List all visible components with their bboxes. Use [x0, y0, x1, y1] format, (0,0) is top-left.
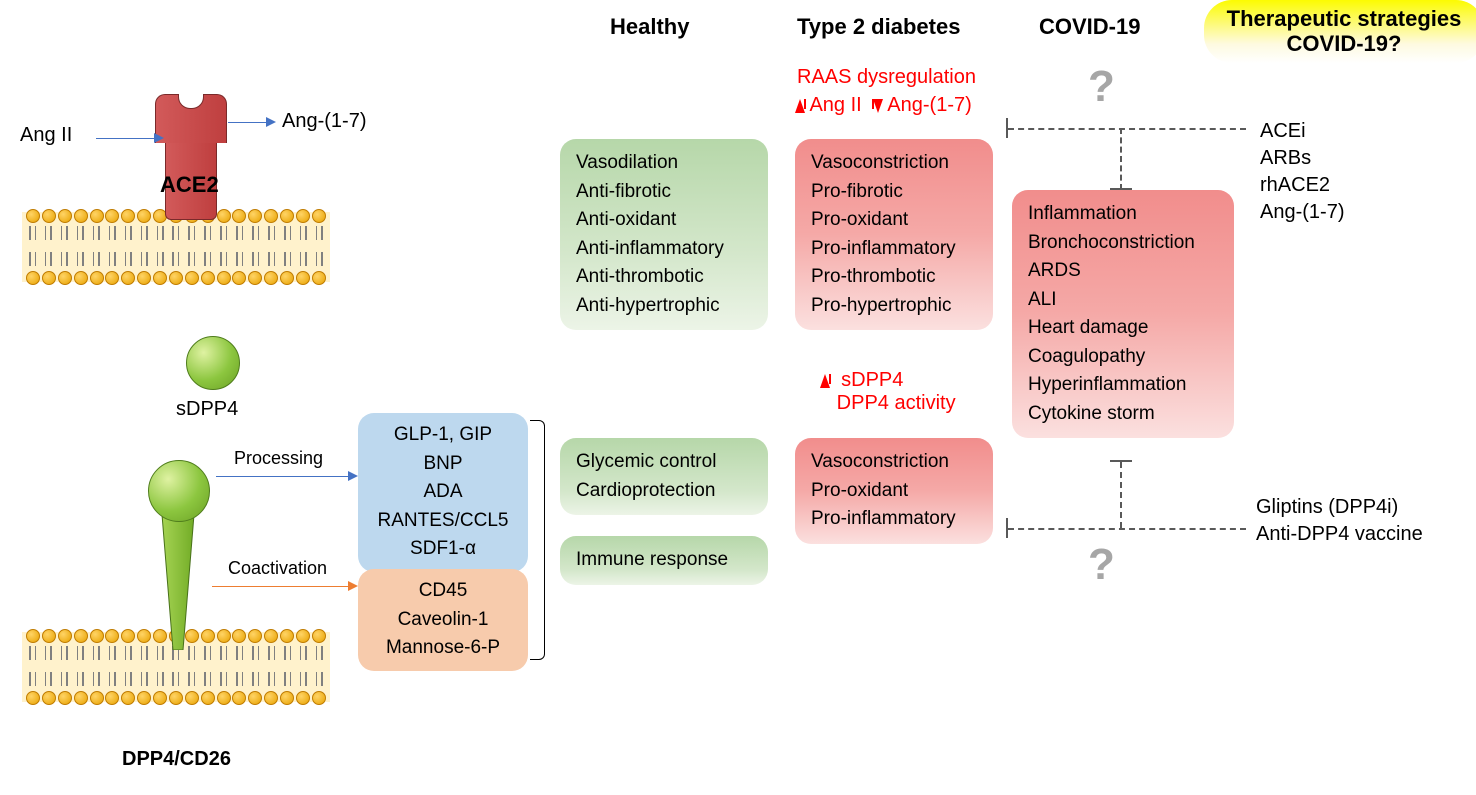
- item: Anti-fibrotic: [576, 178, 752, 207]
- item: GLP-1, GIP: [368, 421, 518, 450]
- drug: rhACE2: [1260, 172, 1344, 199]
- arrow-coactivation-head: [348, 581, 358, 591]
- arrow-ace2-out: [228, 122, 266, 123]
- bracket-icon: [530, 420, 545, 660]
- ace2-out-label: Ang-(1-7): [282, 110, 366, 133]
- raas-up-label: Ang II: [809, 94, 861, 116]
- drug: Anti-DPP4 vaccine: [1256, 521, 1423, 548]
- item: Vasoconstriction: [811, 448, 977, 477]
- heading-therapy: Therapeutic strategies COVID-19?: [1204, 0, 1476, 63]
- coactivation-label: Coactivation: [228, 558, 327, 579]
- inhib-top-h: [1008, 128, 1246, 130]
- item: Bronchoconstriction: [1028, 229, 1218, 258]
- ace2-top-icon: [155, 94, 227, 143]
- lipid-tails-bot2: [22, 672, 330, 686]
- question-mark-top-icon: ?: [1088, 62, 1115, 112]
- lipid-heads-bot: [22, 271, 330, 285]
- arrow-ace2-in: [96, 138, 154, 139]
- item: SDF1-α: [368, 535, 518, 564]
- item: Anti-inflammatory: [576, 235, 752, 264]
- ace2-label: ACE2: [160, 172, 219, 198]
- inhib-bot-lcap: [1006, 518, 1008, 538]
- inhib-bot-v: [1120, 462, 1122, 528]
- inhib-top-v: [1120, 128, 1122, 190]
- dpp4-sphere-icon: [148, 460, 210, 522]
- ace2-notch-icon: [178, 94, 204, 109]
- inhib-top-bcap: [1110, 188, 1132, 190]
- item: Hyperinflammation: [1028, 371, 1218, 400]
- raas-line1: RAAS dysregulation: [797, 66, 976, 89]
- item: Pro-oxidant: [811, 477, 977, 506]
- heading-healthy: Healthy: [610, 14, 689, 40]
- item: Mannose-6-P: [368, 634, 518, 663]
- item: RANTES/CCL5: [368, 507, 518, 536]
- sdpp4-label: sDPP4: [176, 398, 238, 421]
- item: Heart damage: [1028, 314, 1218, 343]
- drug-list-top: ACEi ARBs rhACE2 Ang-(1-7): [1260, 118, 1344, 226]
- lipid-tails-top: [22, 226, 330, 240]
- raas-line2: Ang II Ang-(1-7): [795, 94, 972, 117]
- inhib-bot-h: [1008, 528, 1246, 530]
- question-mark-bottom-icon: ?: [1088, 540, 1115, 590]
- arrow-processing: [216, 476, 348, 477]
- arrow-coactivation: [212, 586, 348, 587]
- lipid-heads-bot2: [22, 691, 330, 705]
- box-immune: Immune response: [560, 536, 768, 585]
- item: Immune response: [576, 546, 752, 575]
- item: Cardioprotection: [576, 477, 752, 506]
- ace2-in-label: Ang II: [20, 124, 72, 147]
- box-glycemic: Glycemic control Cardioprotection: [560, 438, 768, 515]
- heading-t2d: Type 2 diabetes: [797, 14, 960, 40]
- item: Vasoconstriction: [811, 149, 977, 178]
- box-covid-center: Inflammation Bronchoconstriction ARDS AL…: [1012, 190, 1234, 438]
- item: Anti-oxidant: [576, 206, 752, 235]
- item: ALI: [1028, 286, 1218, 315]
- item: Pro-thrombotic: [811, 263, 977, 292]
- item: Inflammation: [1028, 200, 1218, 229]
- item: Pro-fibrotic: [811, 178, 977, 207]
- item: Caveolin-1: [368, 606, 518, 635]
- drug: ACEi: [1260, 118, 1344, 145]
- arrow-ace2-out-head: [266, 117, 276, 127]
- item: Pro-inflammatory: [811, 235, 977, 264]
- drug: Ang-(1-7): [1260, 199, 1344, 226]
- box-processing: GLP-1, GIP BNP ADA RANTES/CCL5 SDF1-α: [358, 413, 528, 572]
- item: Anti-hypertrophic: [576, 292, 752, 321]
- lipid-tails-bot: [22, 252, 330, 266]
- box-t2d-dpp4: Vasoconstriction Pro-oxidant Pro-inflamm…: [795, 438, 993, 544]
- box-coactivation: CD45 Caveolin-1 Mannose-6-P: [358, 569, 528, 671]
- drug: Gliptins (DPP4i): [1256, 494, 1423, 521]
- inhib-bot-tcap: [1110, 460, 1132, 462]
- item: Cytokine storm: [1028, 400, 1218, 429]
- item: Glycemic control: [576, 448, 752, 477]
- sdpp4-l2: DPP4 activity: [837, 392, 956, 414]
- membrane-ace2: [22, 212, 330, 282]
- item: Pro-oxidant: [811, 206, 977, 235]
- item: BNP: [368, 450, 518, 479]
- item: ARDS: [1028, 257, 1218, 286]
- arrow-processing-head: [348, 471, 358, 481]
- processing-label: Processing: [234, 448, 323, 469]
- box-t2d-ace2: Vasoconstriction Pro-fibrotic Pro-oxidan…: [795, 139, 993, 330]
- item: ADA: [368, 478, 518, 507]
- sdpp4-sphere-icon: [186, 336, 240, 390]
- item: CD45: [368, 577, 518, 606]
- down-arrow-icon: [873, 99, 883, 113]
- item: Pro-hypertrophic: [811, 292, 977, 321]
- item: Anti-thrombotic: [576, 263, 752, 292]
- heading-covid: COVID-19: [1039, 14, 1140, 40]
- box-healthy-ace2: Vasodilation Anti-fibrotic Anti-oxidant …: [560, 139, 768, 330]
- item: Pro-inflammatory: [811, 505, 977, 534]
- item: Vasodilation: [576, 149, 752, 178]
- sdpp4-l1: sDPP4: [841, 369, 903, 391]
- arrow-ace2-in-head: [154, 133, 164, 143]
- inhib-top-lcap: [1006, 118, 1008, 138]
- sdpp4-change: sDPP4 DPP4 activity: [820, 369, 956, 415]
- drug: ARBs: [1260, 145, 1344, 172]
- drug-list-bottom: Gliptins (DPP4i) Anti-DPP4 vaccine: [1256, 494, 1423, 548]
- raas-down-label: Ang-(1-7): [887, 94, 971, 116]
- dpp4-label: DPP4/CD26: [122, 748, 231, 771]
- item: Coagulopathy: [1028, 343, 1218, 372]
